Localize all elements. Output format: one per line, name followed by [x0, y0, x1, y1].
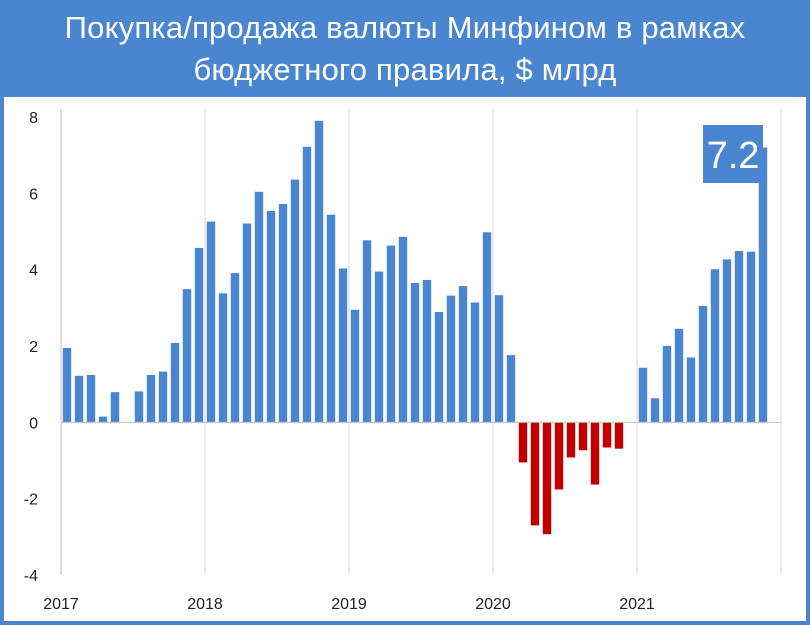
bar	[470, 302, 480, 423]
bar	[302, 146, 312, 423]
bar	[530, 422, 540, 526]
bar	[386, 245, 396, 423]
bar	[278, 204, 288, 423]
bar	[674, 328, 684, 423]
bar	[362, 240, 372, 423]
bar	[218, 293, 228, 423]
bar	[698, 305, 708, 423]
bar	[314, 120, 324, 423]
y-tick-label: 4	[29, 263, 38, 280]
bar	[266, 210, 276, 423]
bar	[326, 214, 336, 423]
x-tick-label: 2018	[187, 596, 223, 613]
bar	[758, 147, 768, 423]
bar	[566, 422, 576, 458]
bar	[662, 346, 672, 423]
bar	[110, 392, 120, 423]
bar	[518, 422, 528, 463]
bar	[578, 422, 588, 451]
bar	[206, 221, 216, 423]
bar	[254, 191, 264, 423]
bar	[182, 289, 192, 423]
bar	[710, 269, 720, 423]
bar	[734, 250, 744, 423]
bar	[494, 295, 504, 423]
y-tick-label: 2	[29, 339, 38, 356]
bar	[410, 283, 420, 423]
bar	[554, 422, 564, 490]
y-tick-label: -2	[24, 492, 38, 509]
bar	[542, 422, 552, 535]
x-tick-label: 2020	[475, 596, 511, 613]
bar	[458, 286, 468, 423]
bar	[194, 247, 204, 423]
bar	[650, 398, 660, 423]
bar	[482, 232, 492, 423]
bar	[242, 223, 252, 423]
bar	[746, 251, 756, 423]
bar-chart: 8 6 4 2 0 -2 -4 2017 2018 2019 2020 2021 7.2	[24, 109, 782, 613]
chart-title: Покупка/продажа валюты Минфином в рамках…	[64, 9, 746, 87]
bar	[350, 309, 360, 423]
bar	[146, 375, 156, 423]
y-tick-label: -4	[24, 568, 38, 585]
y-tick-label: 6	[29, 186, 38, 203]
bar	[98, 416, 108, 423]
bar	[62, 347, 72, 423]
bar	[86, 375, 96, 423]
y-tick-label: 0	[29, 415, 38, 432]
bar	[590, 422, 600, 485]
bar	[170, 342, 180, 423]
bar	[74, 375, 84, 423]
x-tick-label: 2019	[331, 596, 367, 613]
x-tick-label: 2021	[619, 596, 655, 613]
bar	[374, 271, 384, 423]
bar	[446, 295, 456, 423]
x-tick-label: 2017	[43, 596, 79, 613]
bar	[338, 268, 348, 423]
bar	[230, 273, 240, 423]
bar	[602, 422, 612, 448]
bar	[398, 236, 408, 423]
callout-box	[703, 125, 763, 183]
y-tick-label: 8	[29, 110, 38, 127]
bar	[434, 312, 444, 423]
bar	[506, 355, 516, 423]
bar	[134, 391, 144, 423]
bar	[290, 179, 300, 423]
bar	[158, 371, 168, 423]
bar	[422, 279, 432, 423]
bar	[614, 422, 624, 449]
bar	[722, 259, 732, 423]
chart-header: Покупка/продажа валюты Минфином в рамках…	[0, 0, 810, 97]
bar	[686, 357, 696, 423]
bar	[638, 367, 648, 423]
callout-value: 7.2	[707, 135, 760, 177]
